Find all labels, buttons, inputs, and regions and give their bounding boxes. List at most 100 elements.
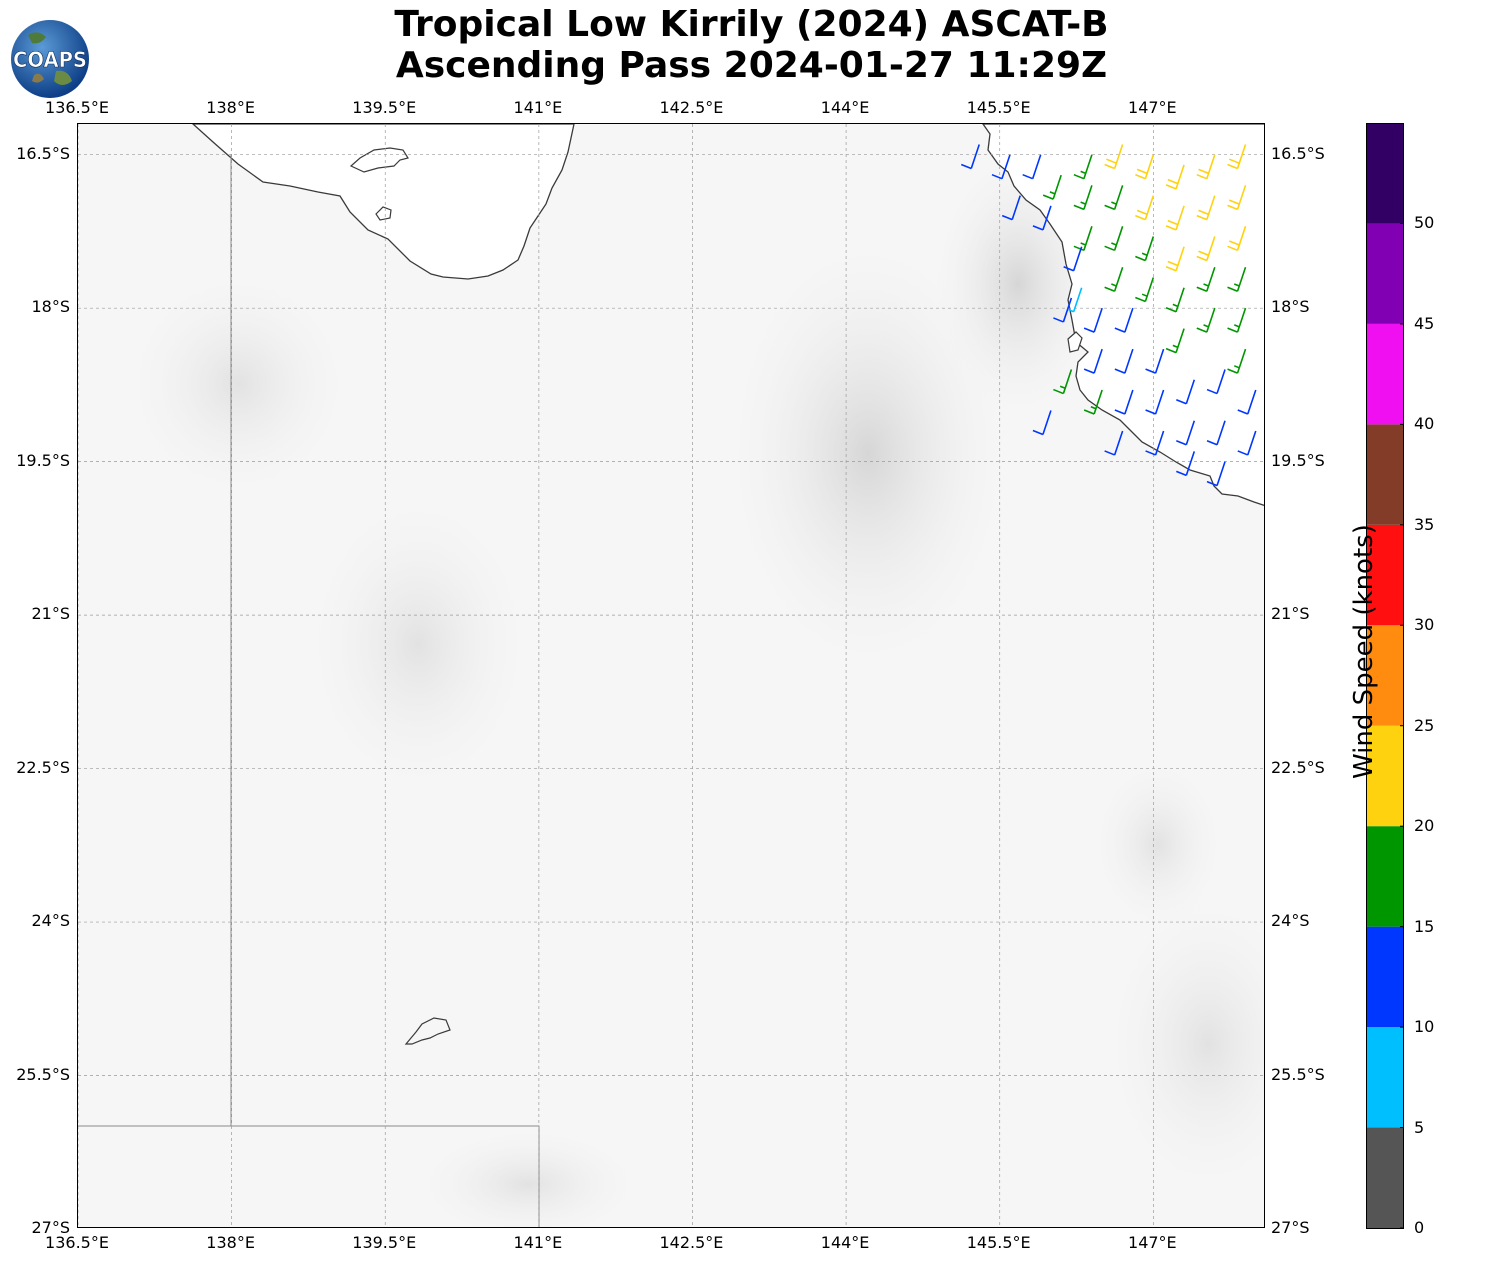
x-tick-label-bottom: 142.5°E <box>659 1233 724 1252</box>
x-tick-label-bottom: 138°E <box>206 1233 255 1252</box>
coral-sea <box>982 124 1264 507</box>
wind-barb <box>1227 144 1247 170</box>
wind-barb <box>1068 287 1083 313</box>
wind-barb <box>991 154 1011 180</box>
wind-barb <box>1001 195 1021 221</box>
colorbar-tick-label: 15 <box>1414 916 1435 936</box>
wind-barb <box>1104 430 1124 456</box>
wind-barb <box>1135 195 1155 221</box>
wind-barb <box>1032 410 1052 436</box>
colorbar-bin <box>1366 123 1404 224</box>
wind-barb <box>1135 154 1155 180</box>
wind-barb <box>1165 205 1185 231</box>
wind-barb <box>1083 389 1103 415</box>
colorbar-tick-label: 45 <box>1414 313 1435 333</box>
x-tick-label-top: 138°E <box>206 98 255 117</box>
gulf-of-carpentaria <box>192 124 575 280</box>
colorbar-tick-label: 40 <box>1414 414 1435 434</box>
wind-barb <box>1176 451 1196 477</box>
lake-eyre-outline <box>404 1017 451 1045</box>
x-tick-label-top: 142.5°E <box>659 98 724 117</box>
colorbar-tick-label: 5 <box>1414 1117 1425 1137</box>
colorbar-frame <box>1366 123 1404 1229</box>
gridlines <box>78 124 1264 1227</box>
x-tick-label-bottom: 144°E <box>820 1233 870 1252</box>
x-tick-label-top: 139.5°E <box>352 98 417 117</box>
colorbar-bin <box>1366 323 1404 425</box>
wind-barb <box>1176 379 1196 405</box>
wind-barb <box>1042 174 1062 200</box>
colorbar-bin <box>1366 725 1404 827</box>
colorbar-bin <box>1366 1127 1404 1228</box>
wind-barb <box>1135 277 1155 303</box>
y-tick-label-left: 27°S <box>31 1218 70 1237</box>
y-tick-label-right: 18°S <box>1271 297 1310 317</box>
wind-barb <box>1196 266 1216 292</box>
x-tick-label-bottom: 141°E <box>513 1233 563 1252</box>
x-tick-label-top: 136.5°E <box>45 98 109 117</box>
colorbar-bin <box>1366 524 1404 626</box>
y-tick-label-right: 22.5°S <box>1271 757 1325 777</box>
x-tick-label-bottom: 136.5°E <box>45 1233 109 1252</box>
y-tick-label-right: 19.5°S <box>1271 450 1325 470</box>
terrain-shading <box>118 144 1264 1227</box>
colorbar-tick-label: 20 <box>1414 816 1435 836</box>
logo-text: COAPS <box>13 48 87 72</box>
x-tick-label-bottom: 147°E <box>1128 1233 1177 1252</box>
wind-barb <box>1104 144 1124 170</box>
wind-barb <box>1104 266 1124 292</box>
x-tick-label-top: 147°E <box>1128 98 1177 117</box>
wind-barb <box>1063 246 1083 272</box>
wind-barb <box>1073 226 1093 252</box>
wind-barb <box>1206 369 1226 395</box>
wind-barb <box>1114 389 1134 415</box>
wind-barb <box>960 144 980 170</box>
wind-barb <box>1083 307 1103 333</box>
colorbar-bin <box>1366 926 1404 1028</box>
wind-barb <box>1032 205 1052 231</box>
title-line-2: Ascending Pass 2024-01-27 11:29Z <box>395 45 1108 86</box>
wind-barb <box>1145 389 1165 415</box>
wind-barb <box>1104 226 1124 252</box>
y-tick-label-right: 27°S <box>1271 1218 1310 1237</box>
wind-barb <box>1227 266 1247 292</box>
globe-logo: COAPS <box>10 19 90 99</box>
map-panel <box>77 123 1265 1228</box>
wind-barb <box>1196 236 1216 262</box>
y-tick-label-left: 24°S <box>31 911 70 931</box>
colorbar-tick-label: 10 <box>1414 1017 1435 1037</box>
wind-barb <box>1073 154 1093 180</box>
colorbar-bin <box>1366 223 1404 324</box>
colorbar-bin <box>1366 826 1404 927</box>
title-line-1: Tropical Low Kirrily (2024) ASCAT-B <box>394 4 1109 45</box>
wind-barb <box>1227 307 1247 333</box>
mornington-island <box>349 147 409 173</box>
wind-barb <box>1145 430 1165 456</box>
wind-barb <box>1196 195 1216 221</box>
wind-barb <box>1165 287 1185 313</box>
colorbar-bin <box>1366 424 1404 525</box>
wind-barb <box>1227 348 1247 374</box>
x-tick-label-top: 145.5°E <box>966 98 1031 117</box>
colorbar-bin <box>1366 1027 1404 1128</box>
wind-barb <box>1114 307 1134 333</box>
wind-barb <box>1227 185 1247 211</box>
wind-barbs <box>960 144 1257 487</box>
wind-barb <box>1135 236 1155 262</box>
colorbar-bar <box>1366 123 1404 1229</box>
wind-barb <box>1145 348 1165 374</box>
y-tick-label-left: 21°S <box>31 604 70 624</box>
wind-barb <box>1165 328 1185 354</box>
colorbar-tick-label: 50 <box>1414 213 1435 233</box>
wind-barb <box>1053 297 1073 323</box>
map-plot <box>78 124 1264 1227</box>
y-tick-label-right: 16.5°S <box>1271 143 1325 163</box>
wind-barb <box>1196 307 1216 333</box>
wind-barb <box>1196 154 1216 180</box>
wind-barb <box>1073 185 1093 211</box>
x-tick-label-top: 144°E <box>820 98 870 117</box>
wind-barb <box>1165 164 1185 190</box>
y-tick-label-left: 22.5°S <box>16 757 70 777</box>
wind-barb <box>1114 348 1134 374</box>
wind-barb <box>1165 246 1185 272</box>
